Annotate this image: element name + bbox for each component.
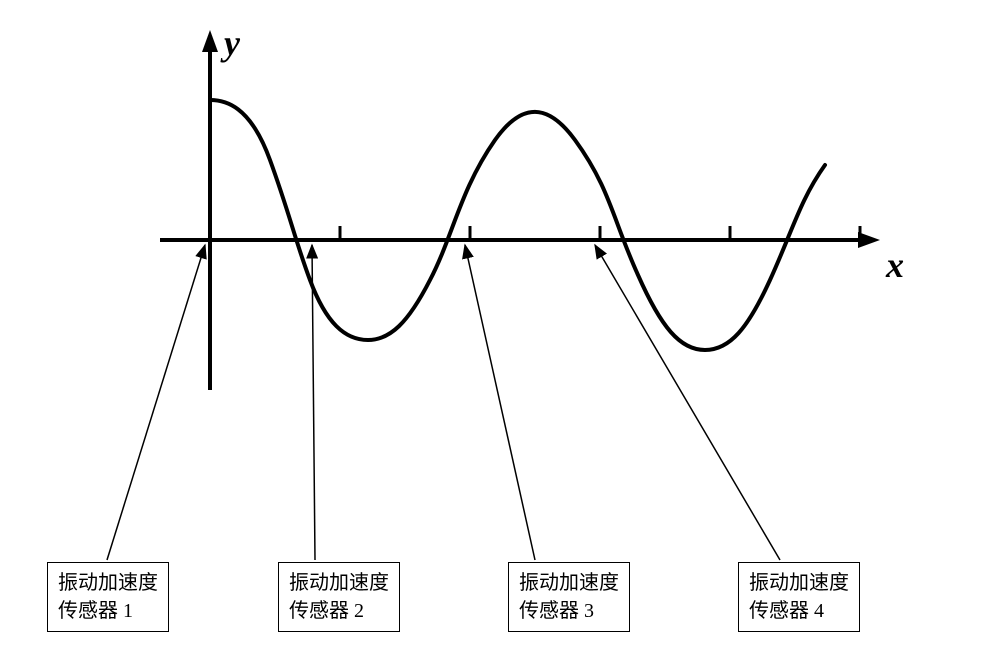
x-ticks [340, 226, 860, 240]
sensor-label-box: 振动加速度传感器 2 [278, 562, 400, 632]
sensor-label-line1: 振动加速度 [749, 569, 849, 597]
sensor-label-box: 振动加速度传感器 3 [508, 562, 630, 632]
sensor-label-line1: 振动加速度 [519, 569, 619, 597]
sensor-label-line2: 传感器 3 [519, 597, 619, 625]
plot-svg [140, 20, 900, 420]
sensor-label-line2: 传感器 4 [749, 597, 849, 625]
y-axis-arrow [202, 30, 218, 52]
y-axis-label: y [224, 22, 240, 64]
sensor-label-box: 振动加速度传感器 4 [738, 562, 860, 632]
x-axis-label: x [886, 244, 904, 286]
sensor-label-line2: 传感器 1 [58, 597, 158, 625]
wave-curve [210, 100, 825, 350]
plot-area: y x [140, 20, 900, 420]
sensor-label-line1: 振动加速度 [58, 569, 158, 597]
sensor-label-line2: 传感器 2 [289, 597, 389, 625]
diagram-container: y x 振动加速度传感器 1振动加速度传感器 2振动加速度传感器 3振动加速度传… [0, 0, 1000, 649]
sensor-label-box: 振动加速度传感器 1 [47, 562, 169, 632]
sensor-label-line1: 振动加速度 [289, 569, 389, 597]
